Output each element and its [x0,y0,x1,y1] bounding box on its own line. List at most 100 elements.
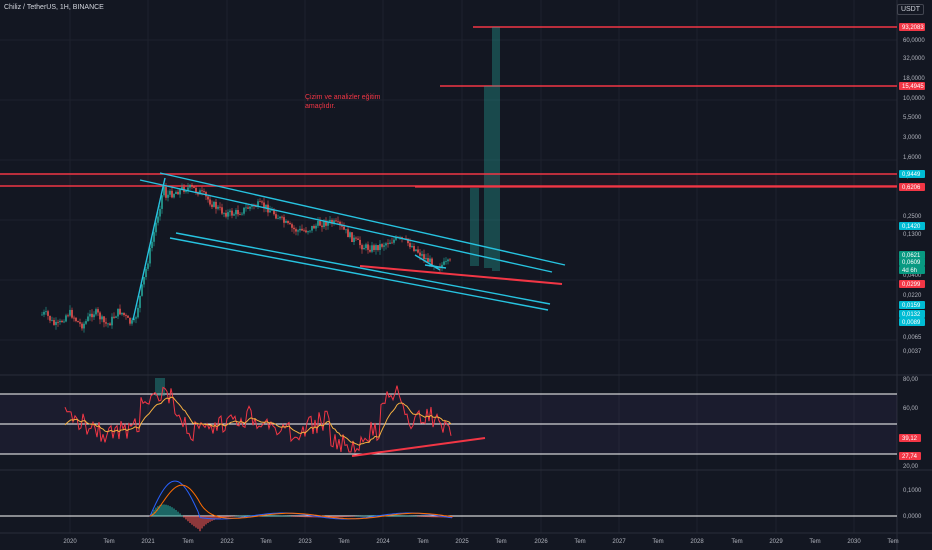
price-label-box [899,222,925,230]
macd-bar [243,515,245,517]
macd-bar [171,507,173,517]
channel-line-upper-mid[interactable] [139,179,553,273]
candle-body [431,258,433,267]
time-tick-label: Tem [887,539,898,545]
support-trendline[interactable] [359,265,563,285]
rsi-divergence-trendline[interactable] [351,437,486,457]
price-candles [41,182,451,333]
candle-body [163,187,165,196]
candle-body [111,316,113,326]
price-tick-label: 32,0000 [903,56,925,62]
candle-body [291,224,293,228]
candle-body [61,320,63,323]
candle-body [107,323,109,325]
price-tick-label: 0,1300 [903,232,922,238]
candle-body [99,312,101,320]
projection-column-2 [484,86,492,268]
time-tick-label: Tem [809,539,820,545]
rsi-tick-label: 80,00 [903,377,919,383]
symbol-title[interactable]: Chiliz / TetherUS, 1H, BINANCE [4,4,104,11]
price-label-box [899,183,925,191]
time-tick-label: Tem [495,539,506,545]
price-label-box [899,266,925,274]
channel-line-lower-mid[interactable] [175,232,551,305]
wedge-line-2[interactable] [424,264,447,269]
candle-body [353,237,355,243]
price-tick-label: 0,2500 [903,214,922,220]
impulse-trendline[interactable] [132,177,166,321]
channel-line-bottom[interactable] [169,237,549,311]
candle-body [43,311,45,315]
macd-bar [267,515,269,517]
candle-body [127,315,129,318]
macd-bar [163,504,165,517]
time-tick-label: 2029 [769,539,783,545]
resistance-zone-fill [0,174,897,186]
price-grid [0,0,897,533]
candle-body [323,220,325,228]
macd-bar [309,516,311,518]
candle-body [153,232,155,242]
candle-body [259,201,261,203]
candle-body [239,214,241,216]
candle-body [365,244,367,248]
macd-bar [371,515,373,517]
time-axis[interactable]: 2020 Tem 2021 Tem 2022 Tem 2023 Tem 2024 Tem 2025 T… [63,539,898,545]
candle-body [325,220,327,226]
candle-body [53,320,55,325]
candle-body [387,243,389,245]
rsi-label-box [899,434,921,442]
macd-bar [245,515,247,517]
candle-body [429,258,431,263]
candle-body [265,204,267,208]
candle-body [171,190,173,198]
candle-body [203,191,205,193]
macd-bar [415,515,417,517]
wedge-line-1[interactable] [414,254,441,271]
macd-bar [305,516,307,518]
candle-body [157,216,159,223]
time-tick-label: Tem [260,539,271,545]
macd-bar [295,516,297,517]
rsi-label-box [899,452,921,460]
price-label-text: 0,0299 [902,282,921,288]
macd-bar [165,504,167,517]
macd-bar [369,515,371,517]
rsi-label-tag: 27,74 [899,452,921,460]
annotation-line-1: Çizim ve analizler eğitim [305,94,381,101]
time-tick-label: 2026 [534,539,548,545]
candle-body [199,190,201,195]
macd-bar [241,515,243,517]
macd-bar [187,516,189,522]
macd-bar [173,508,175,517]
candle-body [189,184,191,188]
candle-body [67,315,69,317]
candle-body [195,187,197,193]
macd-bar [149,516,151,517]
descending-channel[interactable] [132,172,566,321]
macd-bar [179,513,181,517]
macd-axis[interactable]: 0,1000 0,0000 [903,488,922,520]
time-tick-label: 2022 [220,539,234,545]
price-label-tag: 0,0159 [899,301,925,309]
price-label-box [899,310,925,318]
candle-body [191,184,193,187]
candle-body [131,320,133,324]
channel-line-top[interactable] [159,172,566,266]
candle-body [301,228,303,231]
candle-body [139,295,141,308]
candle-body [133,318,135,321]
candle-body [361,245,363,250]
candle-body [269,210,271,213]
candle-body [393,239,395,243]
candle-body [297,230,299,232]
currency-button[interactable]: USDT [896,4,924,15]
candle-body [69,309,71,316]
candle-body [389,242,391,244]
candle-body [105,322,107,324]
macd-bar [427,516,429,518]
macd-bar [199,516,201,532]
candle-body [287,220,289,224]
candle-body [113,316,115,318]
